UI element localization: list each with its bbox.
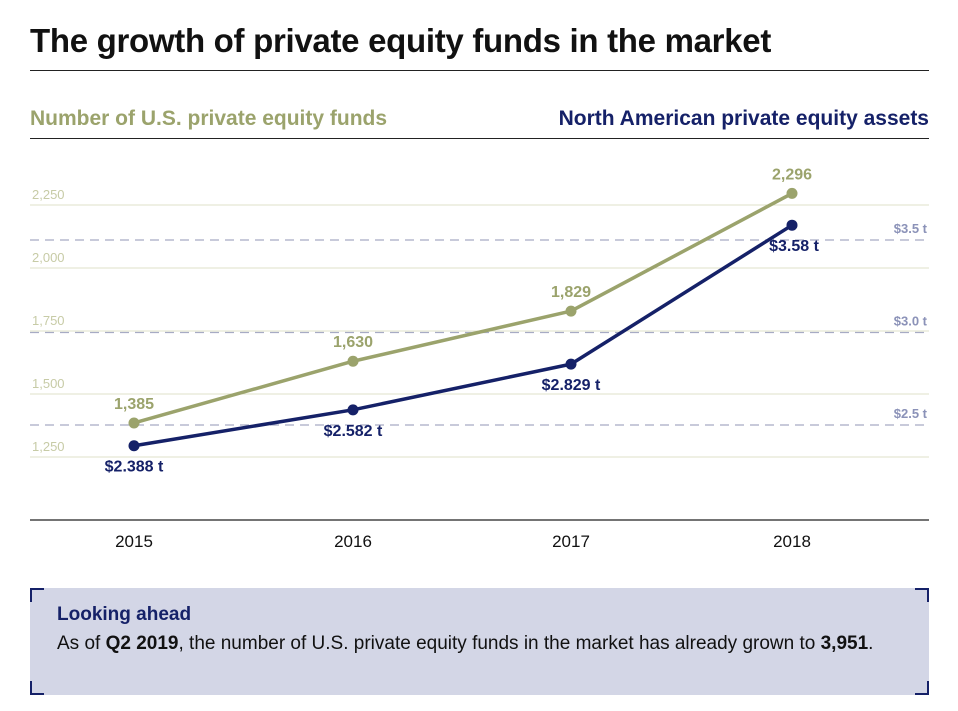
x-axis: 2015 2016 2017 2018 [30,519,929,551]
looking-ahead-callout: Looking ahead As of Q2 2019, the number … [30,588,929,695]
funds-data-label: 1,829 [551,284,591,301]
funds-data-label: 1,385 [114,396,154,413]
funds-data-label: 2,296 [772,166,812,183]
legend-rule [30,138,929,139]
callout-heading: Looking ahead [57,604,192,625]
title-rule [30,70,929,71]
right-tick-label: $2.5 t [894,406,928,421]
assets-data-label: $3.58 t [769,238,819,255]
corner-bracket [30,681,44,695]
right-tick-label: $3.5 t [894,221,928,236]
line-chart: 1,250 1,500 1,750 2,000 2,250 $2.5 t $3.0 t $3… [30,166,929,551]
callout-text: As of Q2 2019, the number of U.S. privat… [57,633,874,654]
assets-series-line [133,223,793,448]
assets-data-label: $2.829 t [542,377,601,394]
series-points [128,187,798,452]
x-tick-label: 2017 [552,532,590,551]
callout-highlight: 3,951 [820,633,869,654]
left-tick-label: 2,000 [32,250,65,265]
funds-point [786,187,798,199]
assets-point [565,358,577,370]
legend-assets: North American private equity assets [558,107,929,130]
series-lines [133,191,793,448]
assets-data-label: $2.582 t [324,423,383,440]
data-labels: 1,385 1,630 1,829 2,296 $2.388 t $2.582 t $2.8… [105,166,820,475]
funds-data-label: 1,630 [333,334,373,351]
right-tick-label: $3.0 t [894,314,928,329]
x-tick-label: 2016 [334,532,372,551]
funds-point [565,305,577,317]
x-tick-label: 2018 [773,532,811,551]
legend-funds: Number of U.S. private equity funds [30,107,388,130]
funds-point [128,417,140,429]
assets-point [347,404,359,416]
corner-bracket [915,588,929,602]
x-tick-label: 2015 [115,532,153,551]
callout-highlight: Q2 2019 [105,633,179,654]
assets-point [786,219,798,231]
funds-point [347,355,359,367]
funds-series-line [133,191,793,425]
assets-data-label: $2.388 t [105,459,164,476]
corner-bracket [915,681,929,695]
left-tick-label: 2,250 [32,187,65,202]
assets-point [128,440,140,452]
left-tick-label: 1,500 [32,376,65,391]
left-tick-label: 1,750 [32,313,65,328]
left-tick-label: 1,250 [32,439,65,454]
chart-title: The growth of private equity funds in th… [30,22,772,59]
right-gridlines: $2.5 t $3.0 t $3.5 t [30,221,929,426]
corner-bracket [30,588,44,602]
